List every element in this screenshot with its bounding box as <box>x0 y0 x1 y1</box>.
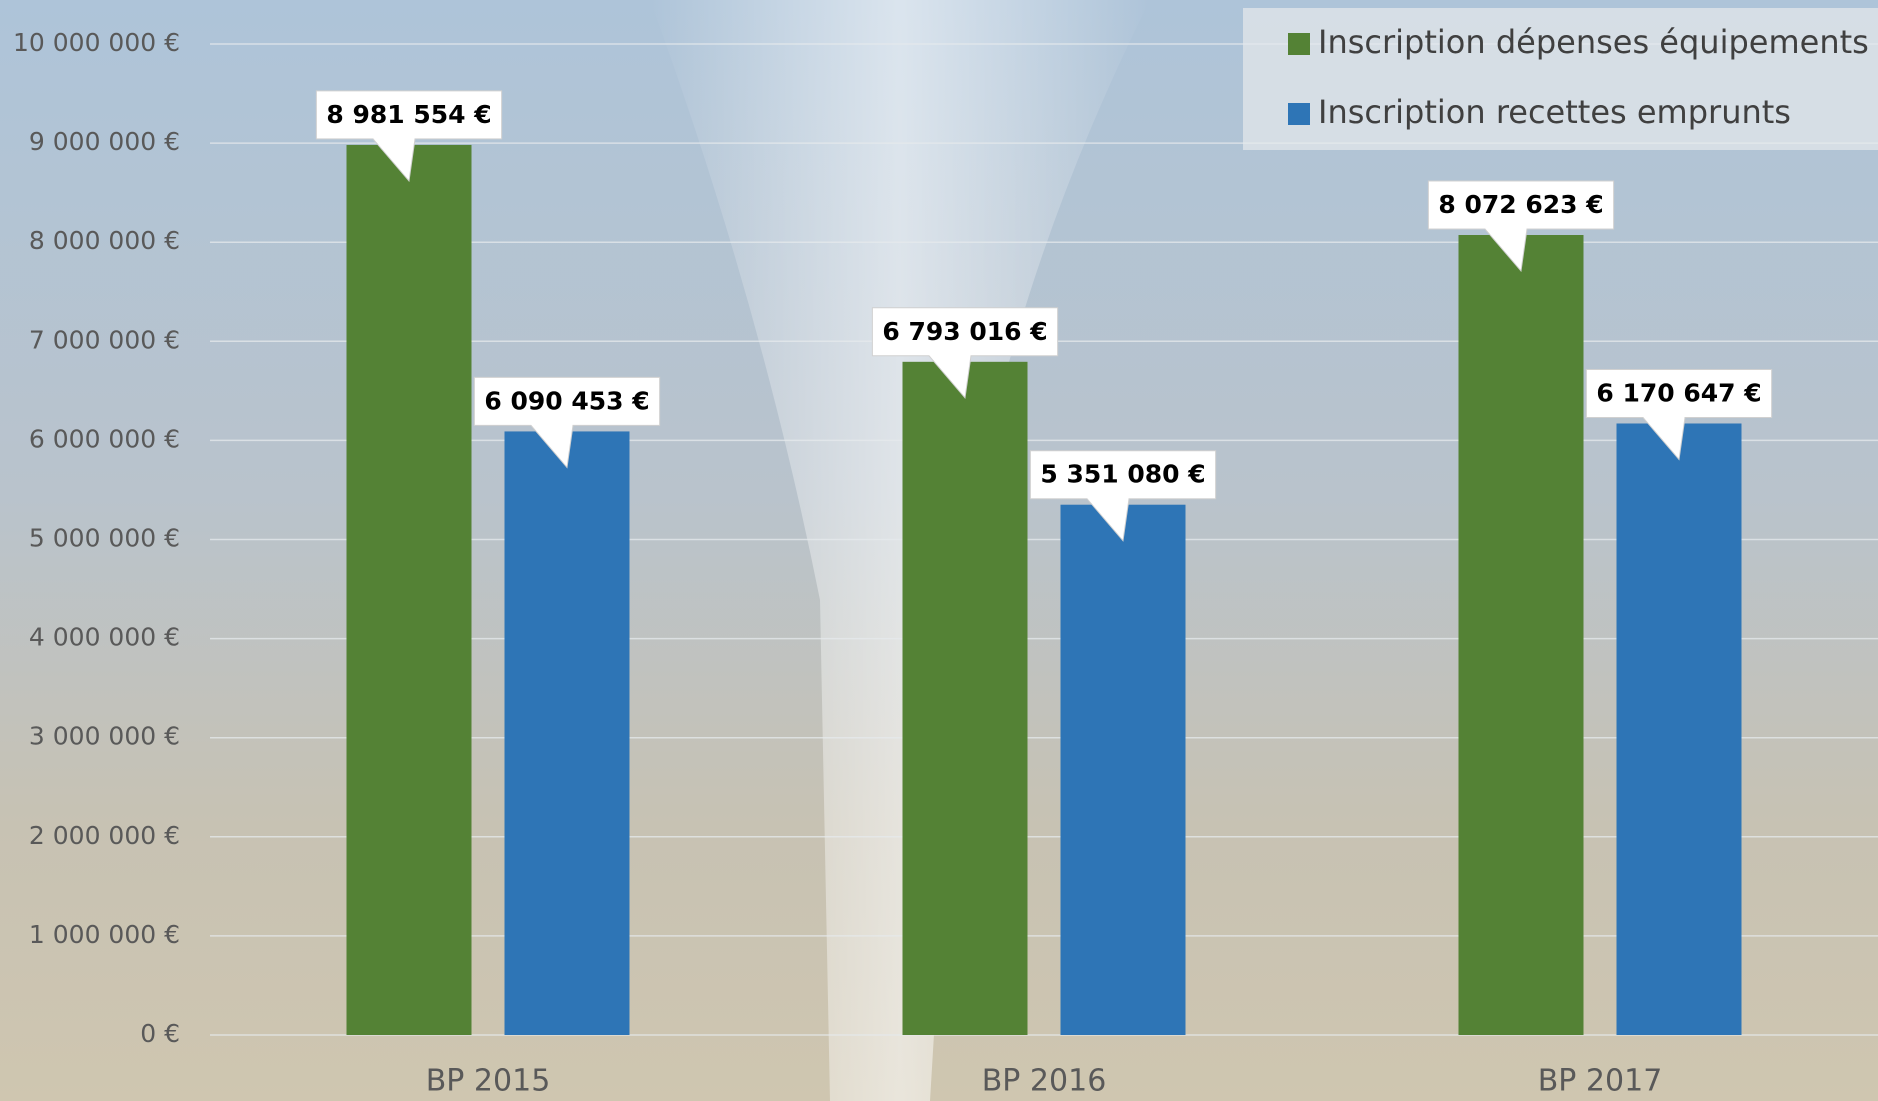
data-label-callout <box>473 376 661 469</box>
y-tick-label: 4 000 000 € <box>29 623 180 652</box>
data-label-callout <box>315 90 503 183</box>
y-tick-label: 5 000 000 € <box>29 524 180 553</box>
bar <box>1458 235 1584 1036</box>
data-label-callout <box>1029 450 1217 542</box>
y-tick-label: 9 000 000 € <box>29 127 180 156</box>
y-tick-label: 0 € <box>140 1019 180 1048</box>
bar <box>1616 423 1742 1035</box>
legend-swatch <box>1288 33 1310 55</box>
data-label-callout <box>1427 180 1615 273</box>
y-tick-label: 3 000 000 € <box>29 722 180 751</box>
data-label-callout <box>871 307 1059 399</box>
data-label: 8 072 623 € <box>1438 190 1603 219</box>
y-tick-label: 7 000 000 € <box>29 325 180 354</box>
legend-box <box>1243 8 1878 150</box>
y-tick-label: 2 000 000 € <box>29 821 180 850</box>
y-tick-label: 6 000 000 € <box>29 424 180 453</box>
data-label: 6 793 016 € <box>882 317 1047 346</box>
data-label: 5 351 080 € <box>1040 460 1205 489</box>
y-tick-label: 10 000 000 € <box>13 28 180 57</box>
bar <box>1060 504 1186 1035</box>
data-label: 6 090 453 € <box>484 386 649 415</box>
x-tick-label: BP 2015 <box>426 1064 551 1099</box>
bar <box>504 431 630 1035</box>
legend-label: Inscription recettes emprunts <box>1318 93 1791 131</box>
background-fountain <box>650 0 1150 1101</box>
bar <box>902 361 1028 1035</box>
data-label: 8 981 554 € <box>326 100 491 129</box>
bar <box>346 144 472 1036</box>
legend-swatch <box>1288 103 1310 125</box>
y-tick-label: 8 000 000 € <box>29 226 180 255</box>
data-label: 6 170 647 € <box>1596 378 1761 407</box>
legend-label: Inscription dépenses équipements <box>1318 23 1869 61</box>
x-tick-label: BP 2017 <box>1538 1064 1663 1099</box>
data-label-callout <box>1585 368 1773 461</box>
x-tick-label: BP 2016 <box>982 1064 1107 1099</box>
y-tick-label: 1 000 000 € <box>29 920 180 949</box>
